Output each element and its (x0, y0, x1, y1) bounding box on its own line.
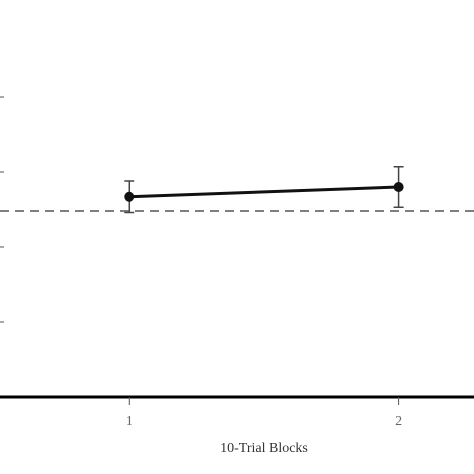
line (129, 185, 399, 199)
x-tick-label: 2 (395, 414, 402, 429)
x-tick-label: 1 (126, 414, 133, 429)
point (124, 191, 135, 202)
point (393, 182, 404, 192)
x-axis-label: 10-Trial Blocks (220, 441, 308, 456)
